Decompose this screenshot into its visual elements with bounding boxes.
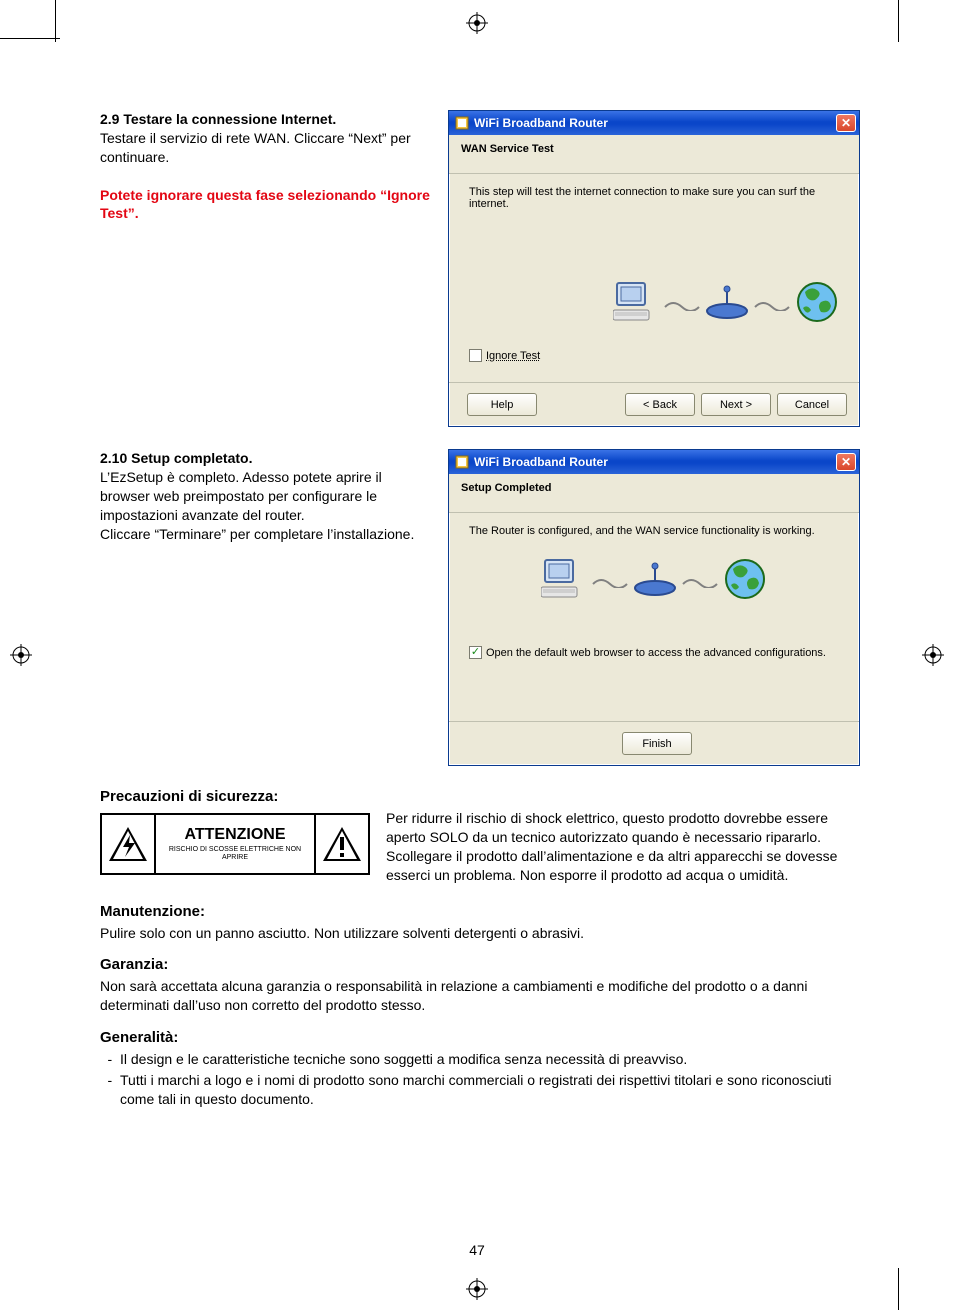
crop-mark (898, 0, 899, 42)
finish-button[interactable]: Finish (622, 732, 692, 755)
open-browser-checkbox[interactable] (469, 646, 482, 659)
pc-icon (541, 557, 587, 604)
dialog-subtitle: WAN Service Test (449, 135, 859, 173)
dialog-subtitle: Setup Completed (449, 474, 859, 512)
network-diagram (469, 557, 839, 604)
registration-mark-icon (466, 12, 488, 34)
section-2-9-body: Testare il servizio di rete WAN. Cliccar… (100, 130, 411, 165)
dialog-title: WiFi Broadband Router (474, 455, 608, 469)
ignore-test-label: Ignore Test (486, 350, 540, 362)
registration-mark-icon (922, 644, 944, 666)
app-icon (455, 455, 469, 469)
section-2-9-text: 2.9 Testare la connessione Internet. Tes… (100, 110, 430, 427)
maintenance-text: Pulire solo con un panno asciutto. Non u… (100, 924, 860, 943)
pc-icon (613, 280, 659, 327)
list-item: Tutti i marchi a logo e i nomi di prodot… (120, 1071, 860, 1109)
router-icon (705, 285, 749, 322)
exclamation-hazard-icon (316, 815, 368, 873)
network-diagram (469, 280, 839, 327)
warranty-heading: Garanzia: (100, 956, 860, 973)
page-number: 47 (0, 1242, 954, 1258)
close-icon: ✕ (841, 116, 851, 130)
list-item: Il design e le caratteristiche tecniche … (120, 1050, 860, 1069)
back-button[interactable]: < Back (625, 393, 695, 416)
app-icon (455, 116, 469, 130)
dialog-description: The Router is configured, and the WAN se… (469, 525, 839, 537)
registration-mark-icon (466, 1278, 488, 1300)
dialog-description: This step will test the internet connect… (469, 186, 839, 210)
dialog-title: WiFi Broadband Router (474, 116, 608, 130)
registration-mark-icon (10, 644, 32, 666)
section-2-10-title: 2.10 Setup completato. (100, 450, 252, 466)
dialog-titlebar[interactable]: WiFi Broadband Router ✕ (449, 450, 859, 474)
globe-icon (795, 280, 839, 327)
general-heading: Generalità: (100, 1029, 860, 1046)
connection-icon (663, 297, 701, 311)
section-2-9-title: 2.9 Testare la connessione Internet. (100, 111, 336, 127)
close-button[interactable]: ✕ (836, 453, 856, 471)
section-2-10-text: 2.10 Setup completato. L’EzSetup è compl… (100, 449, 430, 766)
next-button[interactable]: Next > (701, 393, 771, 416)
open-browser-label: Open the default web browser to access t… (486, 647, 826, 659)
shock-hazard-icon (102, 815, 154, 873)
safety-heading: Precauzioni di sicurezza: (100, 788, 860, 805)
ignore-test-checkbox[interactable] (469, 349, 482, 362)
crop-mark (898, 1268, 899, 1310)
safety-text: Per ridurre il rischio di shock elettric… (386, 809, 860, 885)
maintenance-heading: Manutenzione: (100, 903, 860, 920)
crop-mark (55, 0, 56, 42)
setup-completed-dialog: WiFi Broadband Router ✕ Setup Completed … (448, 449, 860, 766)
router-icon (633, 562, 677, 599)
wan-test-dialog: WiFi Broadband Router ✕ WAN Service Test… (448, 110, 860, 427)
section-2-10-body1: L’EzSetup è completo. Adesso potete apri… (100, 469, 382, 523)
globe-icon (723, 557, 767, 604)
connection-icon (753, 297, 791, 311)
close-icon: ✕ (841, 455, 851, 469)
attention-warning-box: ATTENZIONE RISCHIO DI SCOSSE ELETTRICHE … (100, 813, 370, 875)
help-button[interactable]: Help (467, 393, 537, 416)
attention-title: ATTENZIONE (184, 826, 285, 844)
attention-subtitle: RISCHIO DI SCOSSE ELETTRICHE NON APRIRE (156, 846, 314, 861)
section-2-10-body2: Cliccare “Terminare” per completare l’in… (100, 526, 414, 542)
warranty-text: Non sarà accettata alcuna garanzia o res… (100, 977, 860, 1015)
crop-mark (0, 38, 60, 39)
general-bullets: Il design e le caratteristiche tecniche … (100, 1050, 860, 1109)
close-button[interactable]: ✕ (836, 114, 856, 132)
connection-icon (681, 574, 719, 588)
connection-icon (591, 574, 629, 588)
cancel-button[interactable]: Cancel (777, 393, 847, 416)
dialog-titlebar[interactable]: WiFi Broadband Router ✕ (449, 111, 859, 135)
ignore-test-notice: Potete ignorare questa fase selezionando… (100, 187, 430, 222)
